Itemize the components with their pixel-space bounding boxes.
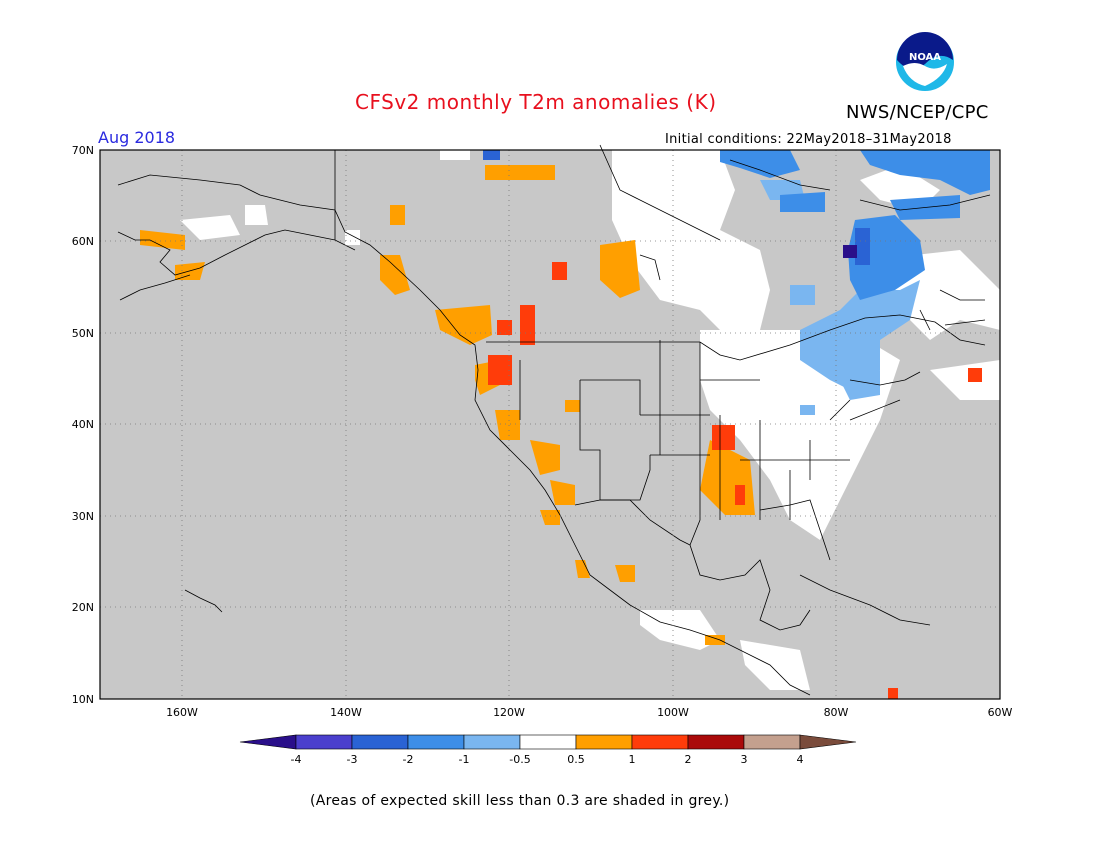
- legend-label: 3: [741, 753, 748, 766]
- noaa-logo-icon: NOAA: [894, 31, 956, 93]
- legend-label: -4: [291, 753, 302, 766]
- legend-label: 4: [797, 753, 804, 766]
- legend-swatch: [687, 734, 745, 750]
- chart-title: CFSv2 monthly T2m anomalies (K): [355, 90, 717, 114]
- gridlines: [100, 150, 1000, 699]
- legend-swatch: [743, 734, 801, 750]
- lat-label: 20N: [72, 601, 94, 614]
- coastlines-and-borders: [117, 144, 991, 696]
- legend-swatch: [463, 734, 521, 750]
- lon-label: 60W: [988, 706, 1013, 719]
- legend-swatch: [575, 734, 633, 750]
- lat-label: 70N: [72, 144, 94, 157]
- lat-label: 30N: [72, 510, 94, 523]
- map-frame: [99, 149, 1001, 700]
- lon-label: 100W: [657, 706, 689, 719]
- agency-label: NWS/NCEP/CPC: [846, 102, 989, 123]
- lon-label: 160W: [166, 706, 198, 719]
- skill-footnote: (Areas of expected skill less than 0.3 a…: [310, 793, 730, 809]
- initial-conditions: Initial conditions: 22May2018–31May2018: [665, 132, 952, 147]
- legend-swatches: [239, 734, 857, 750]
- lon-label: 140W: [330, 706, 362, 719]
- legend-label: -3: [347, 753, 358, 766]
- legend-swatch: [407, 734, 465, 750]
- legend-label: 0.5: [567, 753, 585, 766]
- legend-label: 1: [629, 753, 636, 766]
- legend-label: -0.5: [509, 753, 530, 766]
- lon-label: 80W: [824, 706, 849, 719]
- legend-swatch: [631, 734, 689, 750]
- logo-text: NOAA: [909, 52, 941, 63]
- latitude-labels: 70N 60N 50N 40N 30N 20N 10N: [72, 144, 94, 706]
- legend-swatch: [351, 734, 409, 750]
- lat-label: 60N: [72, 235, 94, 248]
- legend-labels: -4 -3 -2 -1 -0.5 0.5 1 2 3 4: [291, 753, 804, 766]
- lat-label: 40N: [72, 418, 94, 431]
- longitude-labels: 160W 140W 120W 100W 80W 60W: [166, 706, 1012, 719]
- lon-label: 120W: [493, 706, 525, 719]
- legend-swatch: [239, 734, 297, 750]
- legend-label: -1: [459, 753, 470, 766]
- legend-swatch: [519, 734, 577, 750]
- warm-anomaly-areas: [140, 165, 982, 699]
- lat-label: 50N: [72, 327, 94, 340]
- legend-label: -2: [403, 753, 414, 766]
- legend-swatch: [295, 734, 353, 750]
- cool-anomaly-areas: [483, 150, 990, 415]
- legend-label: 2: [685, 753, 692, 766]
- lat-label: 10N: [72, 693, 94, 706]
- legend-swatch: [799, 734, 857, 750]
- forecast-month: Aug 2018: [98, 128, 176, 147]
